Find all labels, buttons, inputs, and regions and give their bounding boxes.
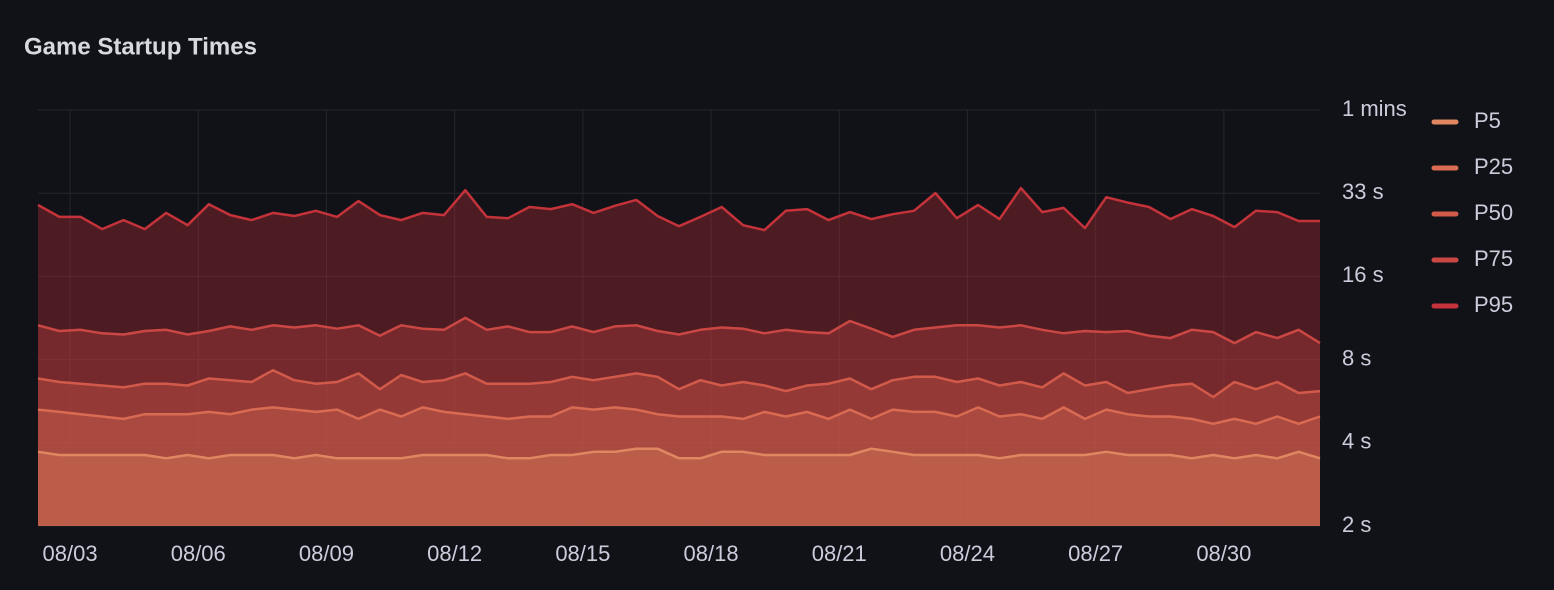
series-line: [37, 316, 1321, 345]
y-tick-label: 33 s: [1342, 179, 1384, 204]
series-line: [37, 368, 1321, 399]
y-tick-label: 1 mins: [1342, 96, 1407, 121]
x-tick-label: 08/09: [299, 541, 354, 566]
legend-label: P95: [1474, 292, 1513, 317]
legend-item[interactable]: P5: [1431, 108, 1501, 133]
series-area: [38, 317, 1320, 526]
legend-item[interactable]: P75: [1431, 246, 1513, 271]
series-area: [38, 370, 1320, 526]
series-line: [37, 447, 1321, 460]
legend-label: P50: [1474, 200, 1513, 225]
y-tick-label: 2 s: [1342, 512, 1371, 537]
chart-title: Game Startup Times: [24, 33, 257, 60]
legend-item[interactable]: P25: [1431, 154, 1513, 179]
y-tick-label: 8 s: [1342, 345, 1371, 370]
x-tick-label: 08/24: [940, 541, 995, 566]
series-line: [37, 186, 1320, 232]
series-area: [38, 407, 1320, 526]
y-tick-label: 16 s: [1342, 262, 1384, 287]
x-tick-label: 08/18: [684, 541, 739, 566]
x-tick-label: 08/15: [555, 541, 610, 566]
x-tick-label: 08/12: [427, 541, 482, 566]
x-tick-label: 08/27: [1068, 541, 1123, 566]
legend-label: P25: [1474, 154, 1513, 179]
legend-item[interactable]: P95: [1431, 292, 1513, 317]
x-tick-label: 08/06: [171, 541, 226, 566]
y-tick-label: 4 s: [1342, 429, 1371, 454]
x-tick-label: 08/30: [1196, 541, 1251, 566]
legend-item[interactable]: P50: [1431, 200, 1513, 225]
series-area: [38, 188, 1320, 526]
series-line: [37, 406, 1321, 426]
series-area: [38, 448, 1320, 526]
x-tick-label: 08/21: [812, 541, 867, 566]
legend-label: P75: [1474, 246, 1513, 271]
x-tick-label: 08/03: [43, 541, 98, 566]
legend-label: P5: [1474, 108, 1501, 133]
